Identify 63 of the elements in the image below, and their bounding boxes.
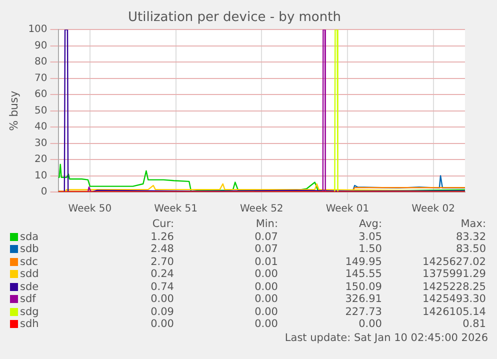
legend-label: sda: [20, 230, 39, 243]
y-tick-label: 30: [34, 138, 48, 149]
legend-label: sdd: [20, 268, 39, 280]
text: 0.07: [254, 243, 278, 256]
text: 0.00: [150, 318, 174, 330]
legend-label: sdg: [20, 306, 39, 318]
x-tick-label: Week 52: [240, 204, 284, 215]
text: 149.95: [344, 256, 382, 268]
text: 0.00: [254, 268, 278, 280]
text: 83.32: [454, 230, 486, 243]
text: 3.05: [358, 230, 382, 243]
y-tick-label: 60: [34, 89, 48, 100]
text: 1426105.14: [422, 306, 486, 318]
text: 0.81: [462, 318, 486, 330]
y-tick-label: 10: [34, 170, 48, 182]
text: 0.01: [254, 256, 278, 268]
text: 326.91: [344, 293, 382, 306]
text: 1425627.02: [422, 256, 486, 268]
text: 1.26: [150, 230, 174, 243]
text: 1425228.25: [422, 280, 486, 293]
text: 145.55: [344, 268, 382, 280]
y-tick-label: 70: [34, 72, 48, 84]
y-tick-label: 50: [34, 105, 48, 116]
x-tick-label: Week 01: [326, 204, 370, 215]
text: 0.74: [150, 280, 174, 293]
y-tick-label: 0: [40, 186, 48, 198]
y-axis-title: % busy: [7, 90, 20, 131]
y-tick-label: 40: [34, 122, 48, 133]
text: Max:: [460, 218, 486, 230]
text: Cur:: [151, 218, 174, 230]
text: Avg:: [358, 218, 382, 230]
y-tick-label: 20: [34, 154, 48, 166]
text: 0.09: [150, 306, 174, 318]
text: 0.24: [150, 268, 174, 280]
legend-label: sdc: [20, 256, 38, 268]
y-tick-label: 100: [28, 24, 48, 36]
legend-label: sde: [20, 280, 39, 293]
text: 0.00: [254, 306, 278, 318]
text: 1375991.29: [422, 268, 486, 280]
text: 1425493.30: [422, 293, 486, 306]
text: 2.70: [150, 256, 174, 268]
legend-label: sdh: [20, 318, 39, 330]
text: 0.07: [254, 230, 278, 243]
text: 227.73: [344, 306, 382, 318]
x-tick-label: Week 50: [68, 204, 112, 215]
x-tick-label: Week 51: [154, 204, 198, 215]
text: 150.09: [344, 280, 382, 293]
legend-label: sdb: [20, 243, 39, 256]
text: Last update: Sat Jan 10 02:45:00 2026: [284, 332, 488, 344]
text: 83.50: [454, 243, 486, 256]
chart-title: Utilization per device - by month: [128, 10, 341, 26]
x-tick-label: Week 02: [412, 204, 455, 215]
text: 0.00: [254, 280, 278, 293]
text: 0.00: [358, 318, 382, 330]
legend-label: sdf: [20, 293, 36, 306]
text: 0.00: [150, 293, 174, 306]
text: 1.50: [358, 243, 382, 256]
text: 0.00: [254, 318, 278, 330]
text: Min:: [254, 218, 278, 230]
text: 2.48: [150, 243, 174, 256]
text: 0.00: [254, 293, 278, 306]
y-tick-label: 80: [34, 56, 48, 68]
y-tick-label: 90: [34, 40, 48, 52]
